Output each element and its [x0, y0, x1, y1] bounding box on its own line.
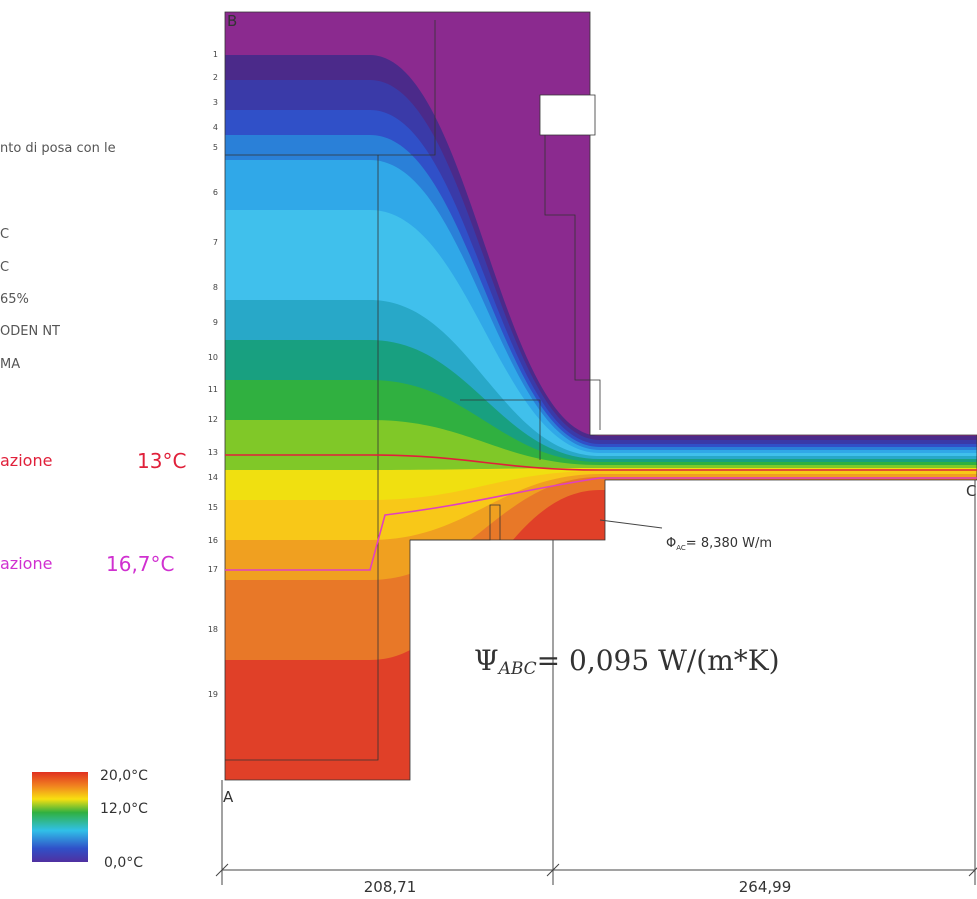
row-number: 12: [208, 415, 218, 424]
thermal-diagram: nto di posa con le C C 65% ODEN NT MA az…: [0, 0, 977, 899]
row-number: 5: [213, 143, 218, 152]
note: C: [0, 227, 9, 242]
dimension-label: 208,71: [364, 878, 417, 896]
note: C: [0, 260, 9, 275]
isotherm-label: azione: [0, 451, 52, 470]
row-number: 3: [213, 98, 218, 107]
legend-label: 12,0°C: [100, 801, 148, 817]
isotherm-temp: 13°C: [137, 449, 186, 473]
row-number: 18: [208, 625, 218, 634]
psi-label: ΨABC= 0,095 W/(m*K): [474, 644, 780, 679]
note: MA: [0, 357, 20, 372]
row-number: 19: [208, 690, 218, 699]
row-number: 2: [213, 73, 218, 82]
note: ODEN NT: [0, 324, 60, 339]
row-number: 8: [213, 283, 218, 292]
note: nto di posa con le: [0, 141, 116, 156]
row-number: 7: [213, 238, 218, 247]
row-number: 16: [208, 536, 218, 545]
row-number: 17: [208, 565, 218, 574]
isotherm-temp: 16,7°C: [106, 552, 175, 576]
legend-label: 0,0°C: [104, 855, 143, 871]
phi-label: ΦAC= 8,380 W/m: [666, 536, 772, 552]
row-number: 9: [213, 318, 218, 327]
row-number: 10: [208, 353, 218, 362]
row-number: 14: [208, 473, 218, 482]
row-number: 6: [213, 188, 218, 197]
corner-label: C: [966, 482, 976, 500]
corner-label: A: [223, 788, 234, 806]
row-number: 15: [208, 503, 218, 512]
row-number: 11: [208, 385, 218, 394]
corner-label: B: [227, 12, 237, 30]
dimension-label: 264,99: [739, 878, 792, 896]
legend-label: 20,0°C: [100, 768, 148, 784]
isotherm-label: azione: [0, 554, 52, 573]
legend-scale: [32, 772, 88, 862]
note: 65%: [0, 292, 29, 307]
row-number: 13: [208, 448, 218, 457]
row-number: 4: [213, 123, 218, 132]
row-number: 1: [213, 50, 218, 59]
